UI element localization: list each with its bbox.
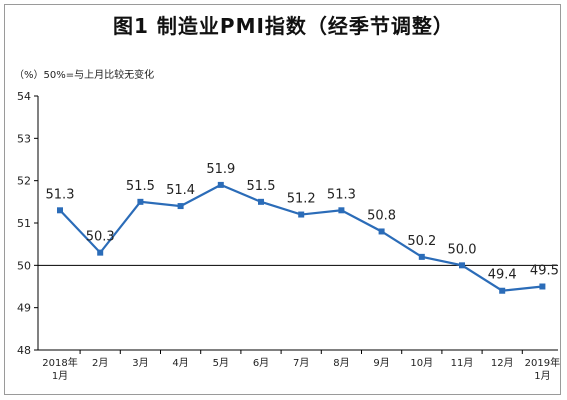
data-point: [418, 253, 425, 260]
x-tick-label: 5月: [213, 357, 229, 369]
x-tick-label: 1月: [52, 370, 68, 382]
data-point: [217, 181, 224, 188]
x-tick-label: 2019年: [525, 356, 560, 369]
data-label: 51.2: [287, 192, 316, 207]
x-tick-label: 2月: [92, 357, 108, 369]
y-tick-label: 48: [17, 344, 31, 357]
x-tick-label: 1月: [534, 370, 550, 382]
x-tick-label: 9月: [373, 357, 389, 369]
x-tick-label: 2018年: [42, 356, 77, 369]
data-label: 51.4: [166, 183, 195, 198]
data-point: [258, 198, 264, 205]
data-label: 51.3: [327, 187, 356, 202]
y-tick-label: 53: [17, 132, 31, 145]
x-tick-label: 11月: [451, 357, 474, 369]
y-tick-label: 52: [17, 175, 31, 188]
data-label: 50.8: [367, 208, 396, 223]
x-tick-label: 12月: [491, 357, 514, 369]
data-label: 50.0: [448, 242, 477, 257]
data-label: 50.3: [86, 230, 115, 245]
x-tick-label: 3月: [132, 357, 148, 369]
x-tick-label: 6月: [253, 357, 269, 369]
data-point: [137, 198, 144, 205]
data-label: 51.5: [126, 179, 155, 194]
data-point: [298, 211, 305, 218]
data-point: [499, 287, 506, 294]
x-tick-label: 4月: [172, 357, 188, 369]
data-point: [539, 283, 546, 290]
data-label: 51.3: [46, 187, 75, 202]
y-tick-label: 50: [17, 259, 31, 272]
data-point: [378, 228, 385, 235]
x-tick-label: 8月: [333, 357, 349, 369]
data-label: 49.4: [488, 268, 517, 283]
data-label: 51.9: [206, 162, 235, 177]
data-label: 49.5: [530, 264, 559, 279]
x-tick-label: 10月: [410, 357, 433, 369]
y-tick-label: 54: [17, 90, 31, 103]
y-tick-label: 51: [17, 217, 31, 230]
data-point: [177, 203, 184, 210]
chart-frame: [4, 4, 561, 395]
data-label: 50.2: [407, 234, 436, 249]
y-tick-label: 49: [17, 302, 31, 315]
data-point: [338, 207, 345, 214]
x-tick-label: 7月: [293, 357, 309, 369]
chart-title: 图1 制造业PMI指数（经季节调整）: [113, 14, 454, 38]
data-label: 51.5: [247, 179, 276, 194]
data-point: [57, 207, 63, 214]
data-point: [97, 249, 104, 256]
data-point: [459, 262, 465, 269]
unit-note: （%）50%=与上月比较无变化: [14, 70, 155, 81]
